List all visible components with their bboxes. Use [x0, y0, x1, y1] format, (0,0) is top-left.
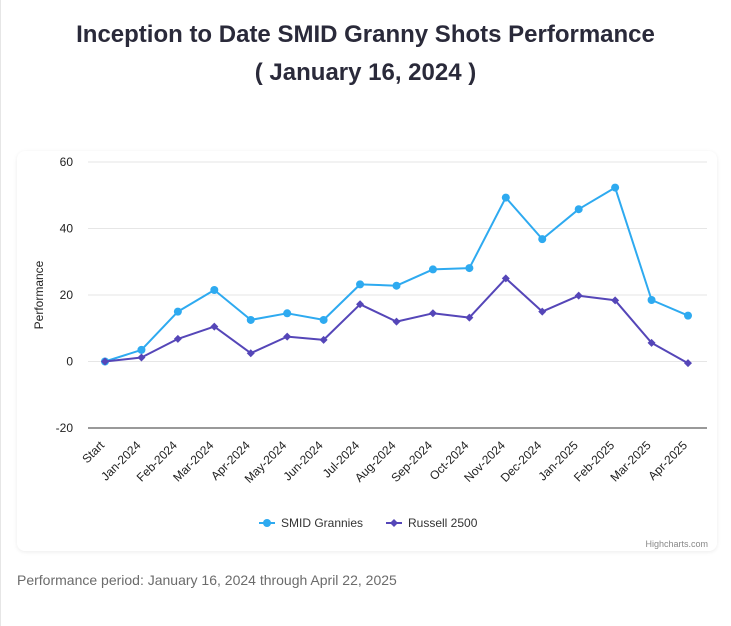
data-point-russell-2500[interactable] — [611, 296, 620, 305]
data-point-russell-2500[interactable] — [356, 300, 365, 309]
data-point-russell-2500[interactable] — [428, 309, 437, 318]
performance-period-note: Performance period: January 16, 2024 thr… — [17, 572, 397, 588]
y-tick-label: 0 — [66, 355, 73, 369]
data-point-russell-2500[interactable] — [684, 359, 692, 368]
data-point-smid-grannies[interactable] — [428, 265, 437, 274]
data-point-smid-grannies[interactable] — [283, 309, 292, 318]
data-point-smid-grannies[interactable] — [137, 345, 146, 354]
chart-card — [17, 151, 717, 551]
grid-lines — [88, 161, 707, 362]
data-point-smid-grannies[interactable] — [356, 280, 365, 289]
series — [101, 183, 692, 368]
data-point-smid-grannies[interactable] — [173, 307, 182, 316]
data-point-russell-2500[interactable] — [283, 332, 292, 341]
data-point-smid-grannies[interactable] — [392, 281, 401, 290]
x-tick-label: Mar-2024 — [170, 438, 216, 484]
data-point-russell-2500[interactable] — [501, 274, 510, 283]
data-point-russell-2500[interactable] — [210, 322, 219, 331]
data-point-smid-grannies[interactable] — [501, 193, 510, 202]
data-point-russell-2500[interactable] — [137, 353, 146, 362]
chart-title-line-2: ( January 16, 2024 ) — [254, 59, 477, 86]
x-tick-label: Start — [79, 438, 107, 466]
legend-russell-marker — [390, 519, 398, 527]
data-point-smid-grannies[interactable] — [319, 315, 328, 324]
data-point-smid-grannies[interactable] — [538, 235, 547, 244]
chart-title: Inception to Date SMID Granny Shots Perf… — [0, 18, 731, 90]
y-tick-label: -20 — [56, 421, 74, 435]
x-tick-label: Apr-2025 — [645, 438, 690, 483]
data-point-russell-2500[interactable] — [246, 349, 255, 358]
legend[interactable]: SMID Grannies Russell 2500 — [259, 516, 478, 530]
series-line-smid-grannies — [104, 186, 689, 363]
axes: 6040200-20StartJan-2024Feb-2024Mar-2024A… — [56, 155, 707, 486]
y-tick-label: 40 — [60, 222, 74, 236]
data-point-smid-grannies[interactable] — [574, 205, 583, 214]
data-point-russell-2500[interactable] — [538, 307, 547, 316]
legend-russell-label[interactable]: Russell 2500 — [408, 516, 478, 530]
data-point-smid-grannies[interactable] — [611, 183, 620, 192]
y-tick-label: 60 — [60, 155, 74, 169]
data-point-russell-2500[interactable] — [647, 338, 656, 347]
data-point-smid-grannies[interactable] — [210, 286, 219, 295]
data-point-smid-grannies[interactable] — [684, 311, 692, 320]
data-point-smid-grannies[interactable] — [246, 315, 255, 324]
chart-title-line-1: Inception to Date SMID Granny Shots Perf… — [76, 21, 655, 48]
page-left-border — [0, 0, 1, 626]
data-point-smid-grannies[interactable] — [647, 295, 656, 304]
data-point-russell-2500[interactable] — [574, 291, 583, 300]
data-point-russell-2500[interactable] — [392, 317, 401, 326]
x-tick-label: Mar-2025 — [607, 438, 653, 484]
legend-smid-label[interactable]: SMID Grannies — [281, 516, 363, 530]
credits-link[interactable]: Highcharts.com — [645, 539, 708, 549]
data-point-russell-2500[interactable] — [173, 334, 182, 343]
data-point-smid-grannies[interactable] — [465, 264, 474, 273]
data-point-russell-2500[interactable] — [319, 335, 328, 344]
y-tick-label: 20 — [60, 288, 74, 302]
data-point-russell-2500[interactable] — [101, 357, 109, 366]
y-axis-title: Performance — [32, 260, 46, 329]
data-point-russell-2500[interactable] — [465, 313, 474, 322]
legend-smid-marker — [263, 519, 271, 527]
x-tick-label: Jun-2024 — [280, 438, 326, 484]
